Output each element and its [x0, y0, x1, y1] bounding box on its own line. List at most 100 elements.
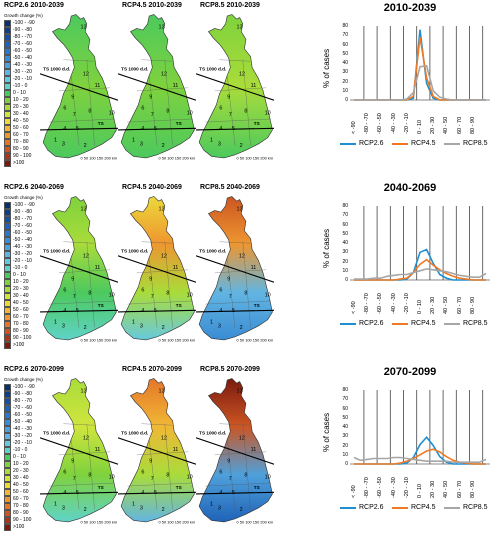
- finland-map: 13 12 11 10 9 8 7 6 5 4 3 2 1 TS 1000 d.d. TS 0 50 100 …: [39, 376, 119, 526]
- x-tick-label: 0 - 10: [417, 119, 423, 134]
- legend-item: 10 - 20: [4, 279, 29, 286]
- region-number: 6: [141, 470, 144, 476]
- region-number: 8: [244, 473, 247, 479]
- region-number: 12: [83, 435, 89, 441]
- legend-swatch: [4, 258, 11, 265]
- legend-label: -60 - -50: [13, 230, 32, 236]
- region-border: [149, 75, 158, 146]
- legend-label: -20 - -10: [13, 258, 32, 264]
- region-number: 7: [151, 112, 154, 118]
- x-tick-label: -80 - -70: [364, 477, 371, 498]
- legend-swatch: [4, 132, 11, 139]
- legend-item: -40 - -30: [4, 426, 32, 433]
- legend-label: >100: [13, 342, 25, 348]
- legend-label: -20 - -10: [13, 76, 32, 82]
- legend-item: 80 - 90: [4, 146, 29, 153]
- region-border: [71, 439, 80, 510]
- legend-title: Growth change (%): [4, 13, 43, 18]
- region-number: 5: [76, 126, 79, 132]
- series-line-rcp8-5: [354, 268, 487, 280]
- region-number: 1: [210, 320, 213, 326]
- legend-swatch: [4, 34, 11, 41]
- legend-series-name: RCP4.5: [411, 140, 436, 147]
- legend-label: >100: [13, 160, 25, 166]
- region-number: 12: [83, 253, 89, 259]
- legend-swatch: [4, 391, 11, 398]
- legend-swatch: [4, 27, 11, 34]
- chart-legend-item: RCP4.5: [392, 140, 436, 147]
- region-number: 4: [219, 490, 222, 496]
- y-tick-label: 60: [342, 405, 348, 412]
- x-tick-label: -40 - -30: [390, 477, 397, 498]
- y-tick-label: 50: [342, 50, 348, 57]
- region-number: 9: [227, 277, 230, 283]
- region-number: 9: [149, 459, 152, 465]
- legend-line: [444, 142, 460, 145]
- region-number: 12: [161, 71, 167, 77]
- region-number: 8: [88, 109, 91, 115]
- region-number: 8: [88, 473, 91, 479]
- legend-label: -10 - 0: [13, 83, 28, 89]
- legend-item: -80 - -70: [4, 216, 32, 223]
- region-number: 4: [63, 308, 66, 314]
- x-tick-label: 0 - 10: [417, 483, 423, 498]
- legend-item: -30 - -20: [4, 433, 32, 440]
- region-number: 11: [251, 447, 257, 453]
- region-border: [141, 59, 173, 62]
- legend-swatch: [4, 111, 11, 118]
- x-tick-label: 20 - 30: [430, 296, 437, 314]
- legend-label: 0 - 10: [13, 90, 26, 96]
- legend-swatch: [4, 475, 11, 482]
- region-number: 13: [159, 389, 165, 395]
- legend-swatch: [4, 202, 11, 209]
- legend-line: [392, 506, 408, 509]
- legend-swatch: [4, 461, 11, 468]
- series-line-rcp4-5: [354, 258, 486, 281]
- legend-series-name: RCP2.6: [359, 320, 384, 327]
- ts-1200-label: TS: [98, 121, 104, 126]
- legend-item: 70 - 80: [4, 503, 29, 510]
- region-number: 5: [154, 308, 157, 314]
- region-border: [86, 241, 95, 328]
- scale-bar: 0 50 100 150 200 km: [81, 338, 118, 343]
- ts-1200-line: [117, 127, 197, 131]
- finland-map: 13 12 11 10 9 8 7 6 5 4 3 2 1 TS 1000 d.d. TS 0 50 100 …: [117, 194, 197, 344]
- x-tick-label: 80 - 90: [469, 296, 476, 314]
- scale-bar: 0 50 100 150 200 km: [159, 520, 196, 525]
- legend-swatch: [4, 41, 11, 48]
- region-border: [86, 423, 95, 510]
- map-title: RCP8.5 2070-2099: [200, 366, 260, 373]
- region-number: 1: [54, 502, 57, 508]
- legend-label: 40 - 50: [13, 482, 29, 488]
- region-border: [127, 300, 193, 305]
- x-tick-label: < -90: [351, 301, 357, 314]
- x-tick-label: 20 - 30: [430, 480, 437, 498]
- country-shape: [120, 378, 195, 523]
- legend-swatch: [4, 503, 11, 510]
- region-number: 13: [159, 25, 165, 31]
- legend-swatch: [4, 447, 11, 454]
- region-number: 7: [73, 476, 76, 482]
- region-number: 9: [227, 459, 230, 465]
- legend-series-name: RCP8.5: [463, 140, 488, 147]
- x-tick-label: -40 - -30: [390, 293, 397, 314]
- region-number: 7: [229, 294, 232, 300]
- legend-item: -100 - -90: [4, 20, 35, 27]
- region-number: 2: [84, 325, 87, 331]
- legend-label: -100 - -90: [13, 20, 35, 26]
- y-axis-label: % of cases: [322, 412, 331, 452]
- legend-item: -70 - -60: [4, 223, 32, 230]
- chart-title: 2010-2039: [383, 2, 437, 14]
- region-number: 11: [95, 83, 101, 89]
- ts-1000-label: TS 1000 d.d.: [43, 67, 70, 72]
- ts-1200-line: [117, 491, 197, 495]
- region-number: 13: [81, 389, 87, 395]
- y-tick-label: 0: [345, 461, 348, 467]
- region-number: 1: [132, 502, 135, 508]
- region-number: 1: [210, 138, 213, 144]
- y-tick-label: 30: [342, 433, 348, 440]
- y-tick-label: 10: [342, 267, 348, 274]
- region-number: 7: [151, 294, 154, 300]
- scale-bar: 0 50 100 150 200 km: [237, 338, 274, 343]
- region-border: [219, 59, 251, 62]
